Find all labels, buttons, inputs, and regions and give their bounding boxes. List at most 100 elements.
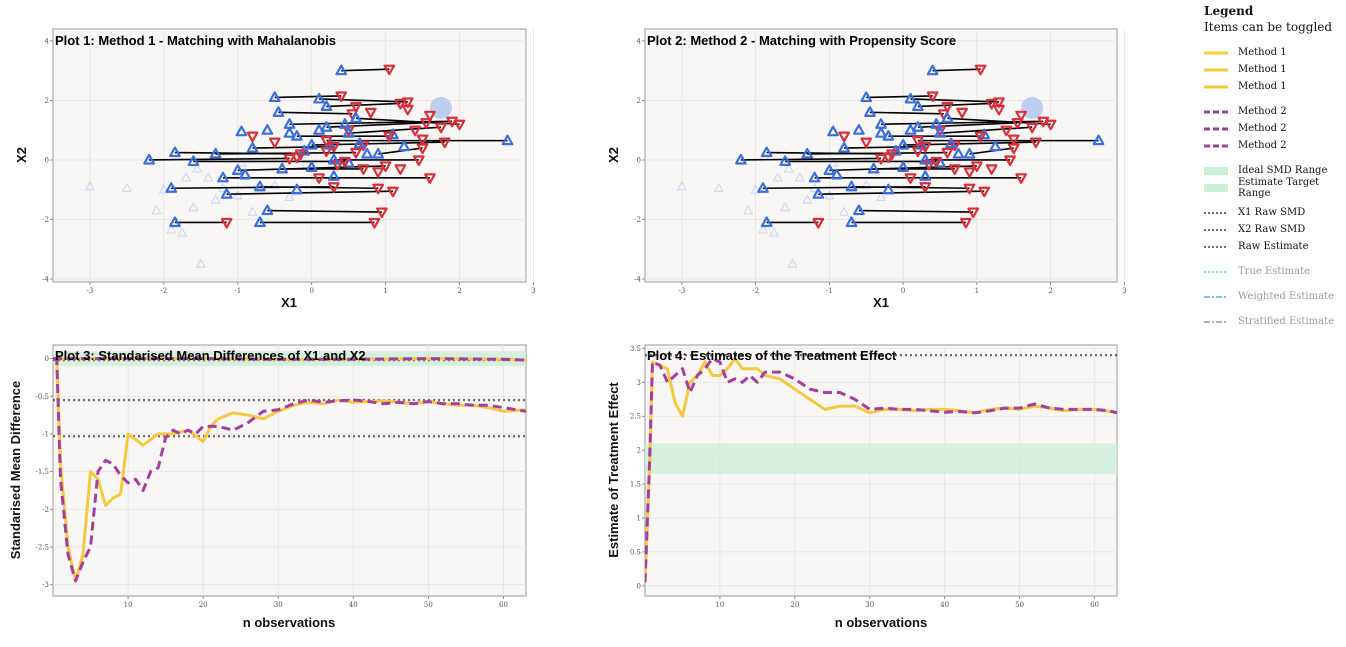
unmatched-point [122, 183, 132, 192]
control-point [268, 137, 281, 149]
legend-item-method-1[interactable]: Method 1 [1204, 78, 1344, 95]
treated-point [1092, 134, 1105, 146]
treated-point [254, 180, 266, 192]
control-point [453, 119, 466, 131]
treated-point [930, 118, 943, 129]
treated-point [912, 100, 924, 111]
plot-title: Plot 4: Estimates of the Treatment Effec… [647, 348, 897, 363]
treated-point [268, 91, 281, 103]
legend-item-method-2[interactable]: Method 2 [1204, 137, 1344, 154]
legend-item-label: Method 1 [1238, 81, 1287, 92]
legend-item-ideal-smd-range[interactable]: Ideal SMD Range [1204, 162, 1344, 179]
control-point [379, 161, 392, 173]
y-axis-label: X2 [606, 147, 621, 163]
unmatched-point [828, 157, 838, 167]
unmatched-point [802, 195, 813, 204]
control-point [357, 164, 370, 175]
control-point [941, 101, 954, 113]
y-tick-label: 0.5 [630, 548, 641, 556]
x-tick-label: 0 [309, 287, 313, 295]
legend-item-x1-raw-smd[interactable]: X1 Raw SMD [1204, 204, 1344, 221]
control-point [948, 140, 961, 152]
treated-point [217, 171, 229, 183]
legend-item-raw-estimate[interactable]: Raw Estimate [1204, 238, 1344, 255]
control-point [246, 131, 259, 143]
y-tick-label: -1.5 [36, 468, 50, 476]
legend-item-method-2[interactable]: Method 2 [1204, 120, 1344, 137]
legend-item-method-1[interactable]: Method 1 [1204, 61, 1344, 78]
legend-item-x2-raw-smd[interactable]: X2 Raw SMD [1204, 221, 1344, 238]
y-tick-label: -0.5 [36, 393, 50, 401]
x-tick-label: -3 [87, 287, 94, 295]
control-point [416, 143, 429, 155]
treated-point [305, 138, 318, 150]
plot-content [85, 64, 514, 268]
plot-2: -3 -2 -1 0 1 2 3 -4 -2 0 2 4 Plot 2: Method 2 - Matc… [606, 28, 1127, 310]
legend-item-method-1[interactable]: Method 1 [1204, 44, 1344, 61]
control-point [220, 217, 233, 229]
control-point [294, 149, 307, 161]
legend-swatch [1204, 228, 1228, 231]
legend-item-method-2[interactable]: Method 2 [1204, 103, 1344, 120]
control-point [959, 217, 972, 229]
control-point [963, 167, 976, 178]
unmatched-point [159, 184, 169, 194]
x-tick-label: 2 [1048, 287, 1052, 295]
treated-point [283, 118, 296, 129]
treated-point [945, 137, 957, 149]
treated-point [926, 64, 939, 76]
control-point [435, 122, 447, 134]
control-point [401, 97, 414, 109]
legend-item-label: Raw Estimate [1238, 241, 1309, 252]
treated-point [276, 162, 288, 174]
control-point [364, 107, 377, 119]
unmatched-point [772, 172, 783, 182]
y-tick-label: 1 [637, 514, 641, 522]
treated-point [897, 138, 909, 150]
method2-line [53, 357, 526, 583]
y-tick-label: 2.5 [630, 413, 641, 421]
control-point [930, 156, 943, 168]
plot-title: Plot 2: Method 2 - Matching with Propens… [647, 33, 956, 48]
unmatched-point [166, 224, 177, 234]
treated-point [501, 134, 514, 146]
treated-point [169, 146, 181, 158]
control-point [350, 147, 362, 159]
legend-item-estimate-target-range[interactable]: Estimate Target Range [1204, 177, 1344, 199]
legend-item-true-estimate[interactable]: True Estimate [1204, 263, 1344, 280]
legend-item-stratified-estimate[interactable]: Stratified Estimate [1204, 313, 1344, 330]
treated-point [989, 140, 1002, 152]
treated-point [867, 162, 880, 174]
y-tick-label: -4 [634, 276, 641, 284]
treated-point [291, 130, 303, 141]
treated-point [283, 127, 296, 138]
legend-swatch [1204, 295, 1228, 298]
treated-point [305, 161, 318, 173]
treated-point [361, 147, 373, 159]
control-point [1030, 137, 1042, 149]
legend-item-weighted-estimate[interactable]: Weighted Estimate [1204, 288, 1344, 305]
plot-content [645, 353, 1117, 583]
treated-point [882, 183, 895, 195]
control-point [812, 217, 825, 229]
x-tick-label: 10 [715, 601, 724, 609]
control-point [313, 173, 325, 184]
control-point [394, 98, 407, 110]
treated-point [760, 146, 773, 158]
control-point [283, 153, 296, 165]
treated-point [875, 118, 887, 129]
treated-point [231, 164, 244, 175]
control-point [1000, 125, 1013, 137]
y-tick-label: 0 [637, 582, 641, 590]
y-tick-label: 3.5 [630, 345, 641, 353]
control-point [394, 164, 407, 175]
x-tick-label: 10 [124, 601, 133, 609]
treated-point [838, 141, 850, 153]
y-tick-label: 1.5 [630, 481, 641, 489]
treated-point [169, 216, 181, 228]
treated-point [246, 141, 259, 153]
unmatched-point [769, 227, 779, 237]
unmatched-point [284, 192, 295, 201]
control-point [320, 136, 333, 147]
control-point [985, 164, 998, 175]
